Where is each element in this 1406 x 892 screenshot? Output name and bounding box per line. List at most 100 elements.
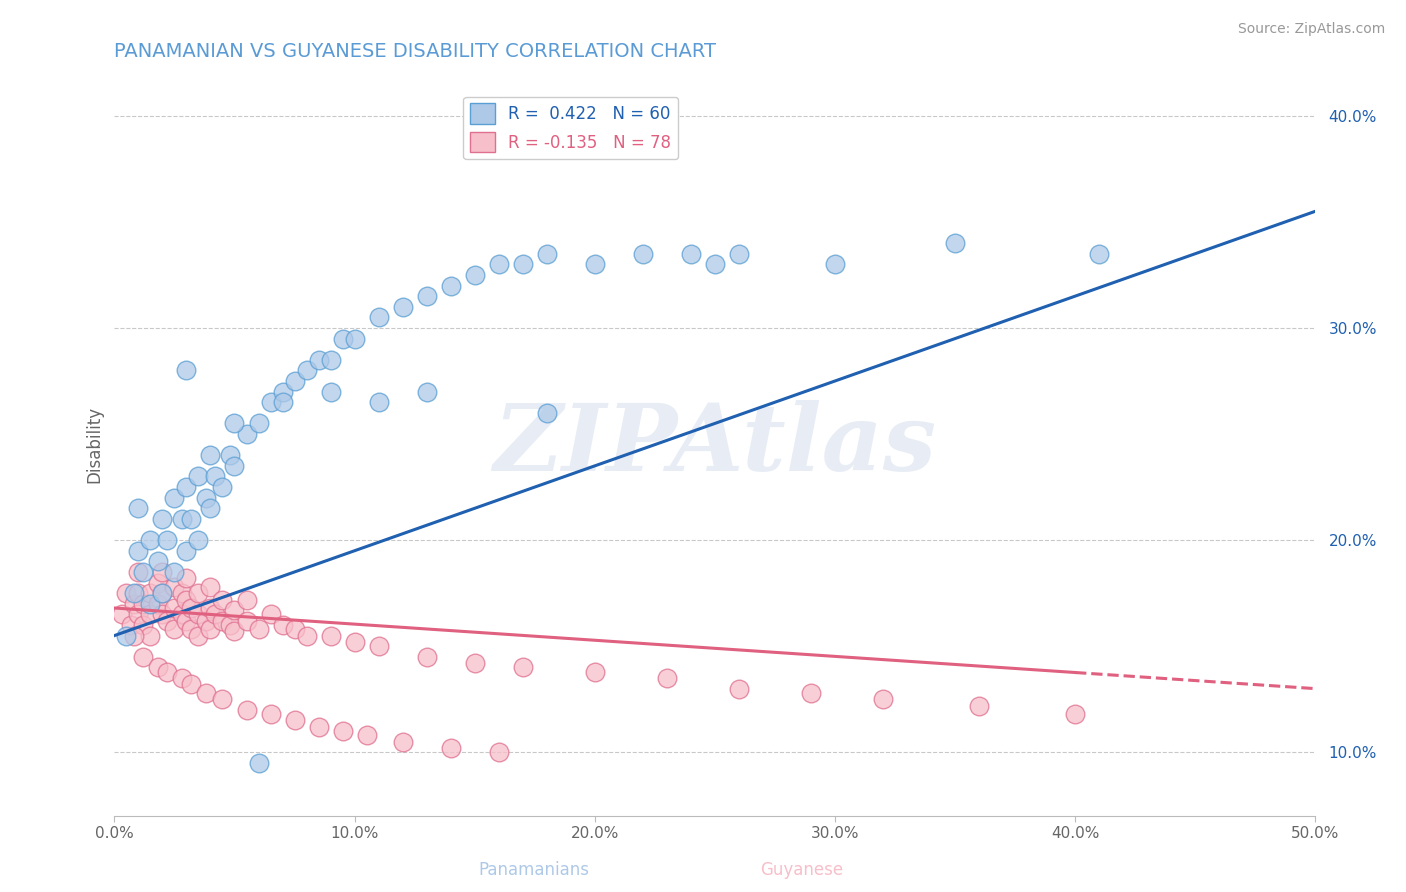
Point — [132, 565, 155, 579]
Point — [655, 671, 678, 685]
Point — [283, 374, 305, 388]
Point — [132, 618, 155, 632]
Point — [343, 635, 366, 649]
Point — [1088, 246, 1111, 260]
Point — [139, 629, 162, 643]
Point — [127, 501, 149, 516]
Point — [180, 622, 202, 636]
Point — [152, 586, 174, 600]
Point — [163, 601, 186, 615]
Point — [194, 614, 217, 628]
Point — [583, 665, 606, 679]
Point — [391, 734, 413, 748]
Point — [152, 512, 174, 526]
Point — [146, 660, 169, 674]
Point — [122, 597, 145, 611]
Point — [163, 580, 186, 594]
Point — [122, 586, 145, 600]
Point — [224, 458, 246, 473]
Point — [200, 580, 222, 594]
Point — [194, 491, 217, 505]
Point — [512, 660, 534, 674]
Point — [415, 384, 437, 399]
Point — [218, 448, 240, 462]
Point — [146, 554, 169, 568]
Point — [187, 469, 209, 483]
Point — [180, 601, 202, 615]
Point — [356, 728, 378, 742]
Point — [319, 384, 342, 399]
Point — [259, 707, 281, 722]
Point — [194, 686, 217, 700]
Point — [139, 533, 162, 548]
Point — [415, 649, 437, 664]
Text: Panamanians: Panamanians — [479, 861, 589, 879]
Point — [247, 417, 270, 431]
Point — [176, 363, 198, 377]
Point — [211, 480, 233, 494]
Point — [180, 512, 202, 526]
Point — [170, 671, 193, 685]
Point — [115, 586, 138, 600]
Point — [187, 629, 209, 643]
Point — [247, 756, 270, 770]
Point — [180, 677, 202, 691]
Point — [176, 614, 198, 628]
Point — [872, 692, 894, 706]
Point — [235, 427, 257, 442]
Point — [367, 310, 389, 325]
Point — [488, 257, 510, 271]
Point — [127, 586, 149, 600]
Point — [218, 618, 240, 632]
Point — [295, 629, 318, 643]
Point — [271, 395, 294, 409]
Point — [139, 597, 162, 611]
Point — [200, 622, 222, 636]
Point — [259, 607, 281, 622]
Point — [146, 575, 169, 590]
Point — [204, 607, 226, 622]
Point — [156, 614, 179, 628]
Point — [488, 745, 510, 759]
Point — [319, 352, 342, 367]
Point — [391, 300, 413, 314]
Point — [200, 501, 222, 516]
Point — [727, 681, 749, 696]
Point — [200, 601, 222, 615]
Point — [343, 332, 366, 346]
Text: PANAMANIAN VS GUYANESE DISABILITY CORRELATION CHART: PANAMANIAN VS GUYANESE DISABILITY CORREL… — [114, 42, 717, 61]
Point — [163, 491, 186, 505]
Legend: R =  0.422   N = 60, R = -0.135   N = 78: R = 0.422 N = 60, R = -0.135 N = 78 — [464, 96, 678, 159]
Point — [156, 665, 179, 679]
Point — [247, 622, 270, 636]
Point — [187, 586, 209, 600]
Point — [536, 246, 558, 260]
Point — [283, 622, 305, 636]
Point — [271, 618, 294, 632]
Point — [170, 512, 193, 526]
Point — [440, 741, 463, 756]
Point — [415, 289, 437, 303]
Point — [139, 586, 162, 600]
Point — [163, 622, 186, 636]
Point — [152, 586, 174, 600]
Point — [152, 565, 174, 579]
Point — [176, 592, 198, 607]
Point — [308, 720, 330, 734]
Point — [259, 395, 281, 409]
Point — [211, 692, 233, 706]
Point — [127, 565, 149, 579]
Point — [464, 656, 486, 670]
Point — [139, 607, 162, 622]
Point — [703, 257, 725, 271]
Y-axis label: Disability: Disability — [86, 406, 103, 483]
Point — [176, 480, 198, 494]
Point — [127, 607, 149, 622]
Point — [512, 257, 534, 271]
Point — [319, 629, 342, 643]
Point — [127, 543, 149, 558]
Point — [367, 639, 389, 653]
Point — [170, 607, 193, 622]
Point — [110, 607, 132, 622]
Point — [271, 384, 294, 399]
